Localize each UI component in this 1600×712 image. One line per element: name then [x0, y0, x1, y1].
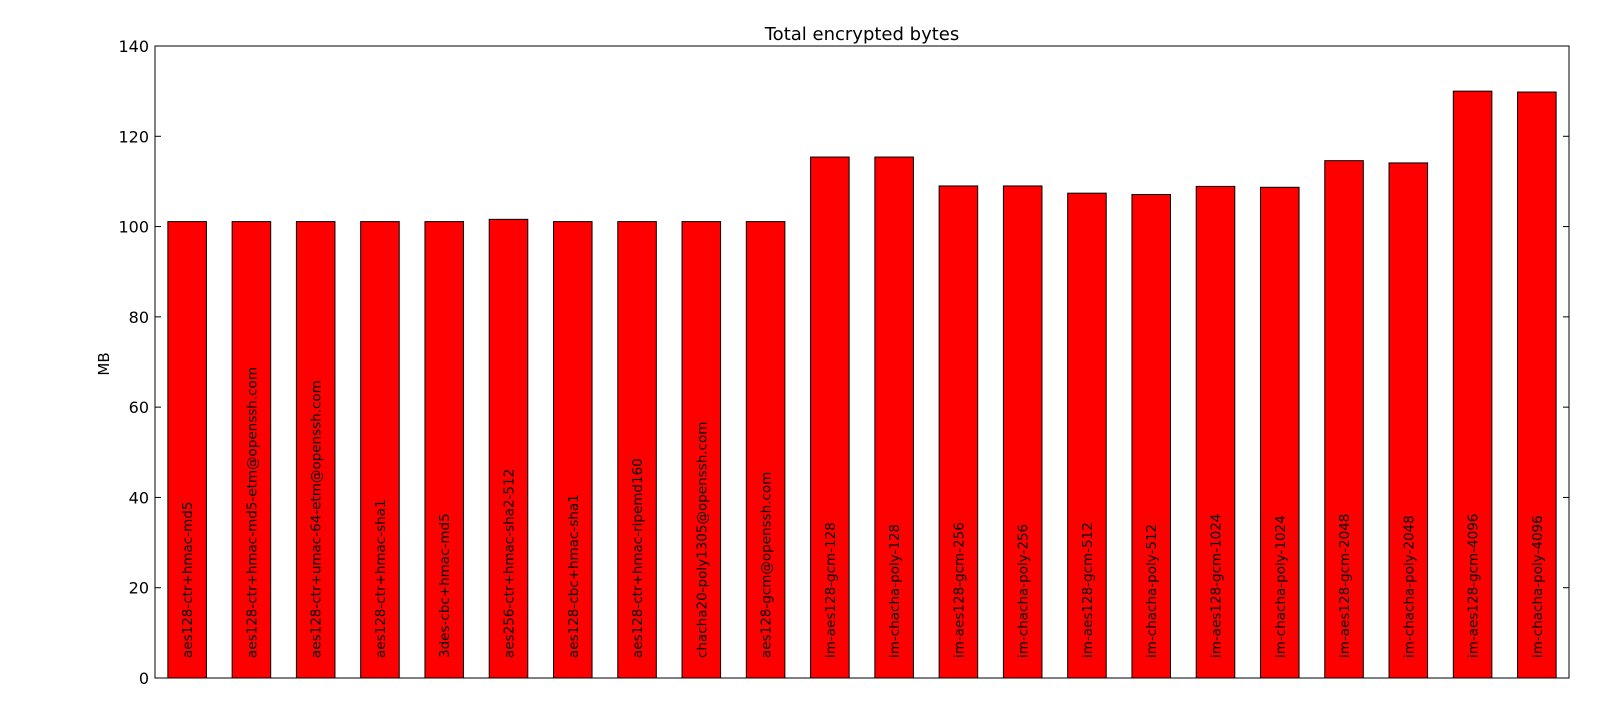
y-tick-label: 60 — [129, 398, 149, 417]
bar — [295, 221, 336, 679]
y-axis-label: MB — [95, 352, 113, 375]
bar-label: im-aes128-gcm-1024 — [1209, 514, 1225, 658]
bar-label: im-aes128-gcm-128 — [823, 522, 839, 658]
plot-frame — [154, 45, 1570, 679]
bars-layer: aes128-ctr+hmac-md5 aes128-ctr+hmac-md5-e… — [167, 90, 1557, 679]
bar — [874, 156, 914, 679]
bar-label: aes128-ctr+hmac-ripemd160 — [630, 458, 646, 658]
bar — [745, 221, 786, 679]
bar-label: aes128-ctr+hmac-md5-etm@openssh.com — [244, 367, 260, 658]
bar — [810, 156, 850, 679]
y-tick-label: 20 — [129, 579, 149, 598]
y-tick-label: 40 — [129, 488, 149, 507]
bar — [488, 218, 529, 679]
bar — [360, 221, 400, 679]
bar — [1002, 185, 1043, 679]
bar-label: im-aes128-gcm-256 — [951, 522, 967, 658]
bar-label: aes256-ctr+hmac-sha2-512 — [502, 469, 518, 658]
bar-label: aes128-ctr+hmac-md5 — [180, 502, 196, 658]
bar-label: im-aes128-gcm-2048 — [1337, 514, 1353, 658]
bar — [231, 221, 272, 679]
bar-label: aes128-cbc+hmac-sha1 — [566, 494, 582, 658]
y-tick-label: 0 — [139, 669, 149, 688]
y-axis: 0 20 40 60 80 100 120 140 — [118, 37, 1569, 688]
bar — [1388, 162, 1429, 679]
bar-label: im-aes128-gcm-512 — [1080, 522, 1096, 658]
bar-label: aes128-gcm@openssh.com — [759, 472, 775, 658]
bar-label: aes128-ctr+umac-64-etm@openssh.com — [309, 380, 325, 658]
bar — [167, 221, 207, 679]
bar — [1195, 185, 1236, 679]
y-tick-label: 100 — [118, 218, 149, 237]
bar-label: im-aes128-gcm-4096 — [1466, 514, 1482, 658]
bar-label: im-chacha-poly-4096 — [1530, 515, 1546, 658]
bar — [1259, 186, 1300, 679]
bar — [1131, 194, 1172, 679]
bar — [617, 221, 657, 679]
bar — [1517, 91, 1557, 679]
bar — [1067, 192, 1107, 679]
y-tick-label: 80 — [129, 308, 149, 327]
bar-label: im-chacha-poly-128 — [887, 524, 903, 658]
bar-label: im-chacha-poly-512 — [1144, 524, 1160, 658]
bar-label: im-chacha-poly-2048 — [1401, 515, 1417, 658]
y-tick-label: 120 — [118, 127, 149, 146]
bar-label: im-chacha-poly-256 — [1016, 524, 1032, 658]
bar — [1324, 160, 1364, 679]
bar-label: aes128-ctr+hmac-sha1 — [373, 499, 389, 658]
chart-title: Total encrypted bytes — [764, 24, 959, 45]
bar — [1452, 90, 1493, 679]
y-tick-label: 140 — [118, 37, 149, 56]
bar-label: chacha20-poly1305@openssh.com — [694, 422, 710, 658]
bar-label: 3des-cbc+hmac-md5 — [437, 513, 453, 658]
bar-label: im-chacha-poly-1024 — [1273, 515, 1289, 658]
